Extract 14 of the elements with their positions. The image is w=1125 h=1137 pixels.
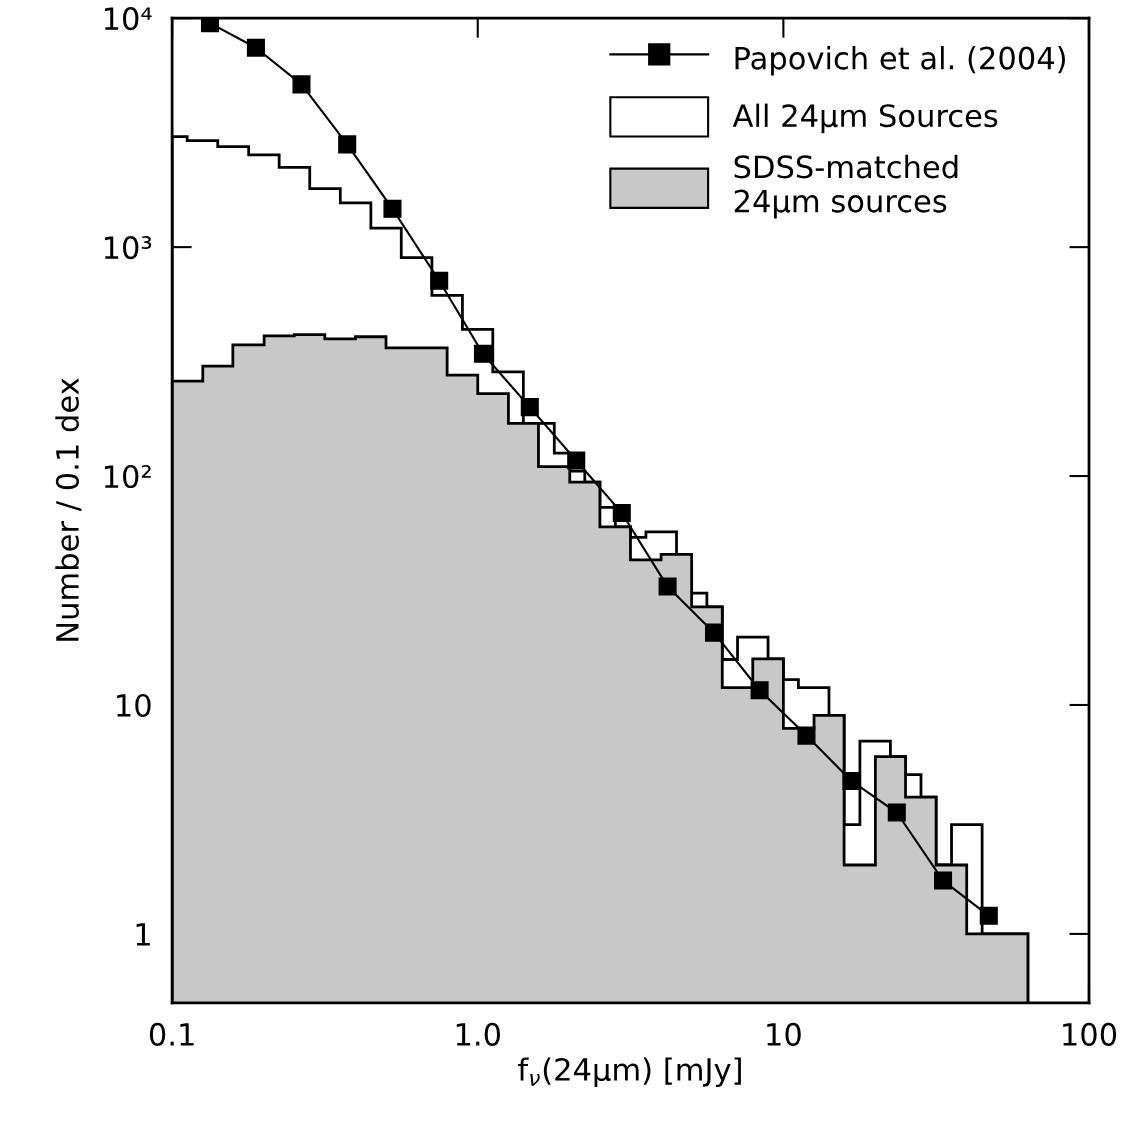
legend-label: Papovich et al. (2004) — [735, 46, 1065, 76]
x-tick-label: 10 — [767, 1022, 801, 1046]
legend-label: All 24μm Sources — [732, 103, 998, 134]
x-axis-title: f$_{ν}$(24μm) [mJy] — [518, 1057, 741, 1087]
y-tick-label: 10³ — [104, 236, 152, 260]
legend-label: SDSS-matched 24μm sources — [734, 154, 958, 219]
y-tick-label: 10⁴ — [104, 7, 152, 31]
x-tick-label: 100 — [1063, 1022, 1117, 1046]
y-tick-label: 10 — [117, 693, 151, 718]
x-tick-label: 1.0 — [456, 1022, 501, 1046]
y-tick-label: 10² — [104, 464, 151, 489]
y-axis-title: Number / 0.1 dex — [55, 378, 82, 641]
y-tick-label: 1 — [136, 923, 150, 946]
x-tick-label: 0.1 — [149, 1022, 194, 1046]
